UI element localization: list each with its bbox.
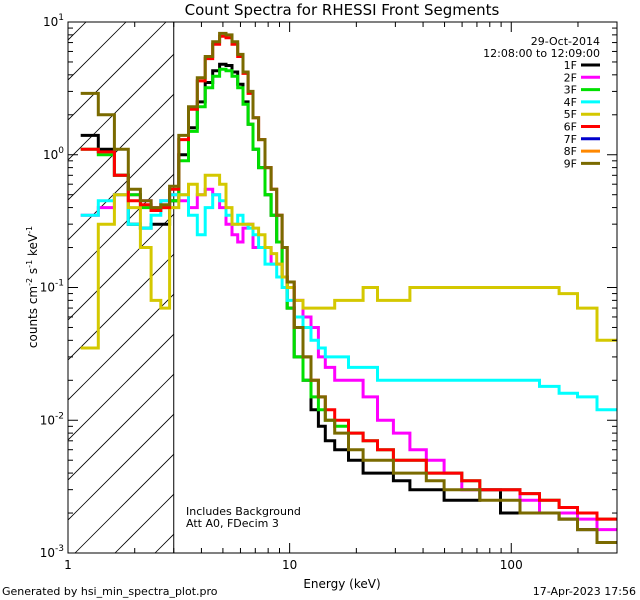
time-range-label: 12:08:00 to 12:09:00 (483, 47, 600, 60)
footer-timestamp: 17-Apr-2023 17:56 (533, 585, 636, 598)
x-tick-label: 100 (500, 558, 523, 572)
y-tick-label: 10-3 (40, 544, 64, 560)
y-axis-label: counts cm-2 s-1 keV-1 (25, 226, 40, 348)
date-label: 29-Oct-2014 (531, 35, 600, 48)
legend-label-3F: 3F (564, 84, 577, 97)
series-line-5F (80, 173, 617, 350)
x-tick-label: 10 (282, 558, 297, 572)
hatch-line (68, 413, 174, 521)
legend-label-2F: 2F (564, 71, 577, 84)
legend-label-4F: 4F (564, 96, 577, 109)
legend-label-8F: 8F (564, 145, 577, 158)
hatch-line (68, 22, 167, 121)
hatch-line (68, 53, 174, 161)
chart-title: Count Spectra for RHESSI Front Segments (185, 1, 500, 19)
background-shaded-region (68, 22, 640, 553)
axes-group: 1 10 100 10-3 10-2 10-1 100 101 (40, 13, 618, 572)
footer-generated-by: Generated by hsi_min_spectra_plot.pro (2, 585, 218, 598)
legend-label-6F: 6F (564, 121, 577, 134)
hatch-line (74, 453, 174, 553)
legend-label-9F: 9F (564, 157, 577, 170)
series-line-9F (80, 31, 617, 544)
hatch-lines (68, 22, 640, 553)
series-group (80, 31, 617, 544)
annotation-background: Includes Background (186, 505, 301, 518)
hatch-line (68, 373, 174, 481)
legend-label-7F: 7F (564, 133, 577, 146)
y-tick-label: 10-2 (40, 411, 64, 427)
hatch-line (68, 253, 174, 361)
y-tick-label: 101 (43, 13, 64, 29)
annotation-attenuator: Att A0, FDecim 3 (186, 517, 279, 530)
x-axis-label: Energy (keV) (303, 577, 380, 591)
legend-label-5F: 5F (564, 108, 577, 121)
y-tick-label: 10-1 (40, 279, 64, 295)
legend-label-1F: 1F (564, 59, 577, 72)
y-tick-label: 100 (43, 146, 64, 162)
hatch-line (635, 22, 640, 553)
x-tick-label: 1 (64, 558, 72, 572)
hatch-line (68, 93, 174, 201)
hatch-line (68, 213, 174, 321)
